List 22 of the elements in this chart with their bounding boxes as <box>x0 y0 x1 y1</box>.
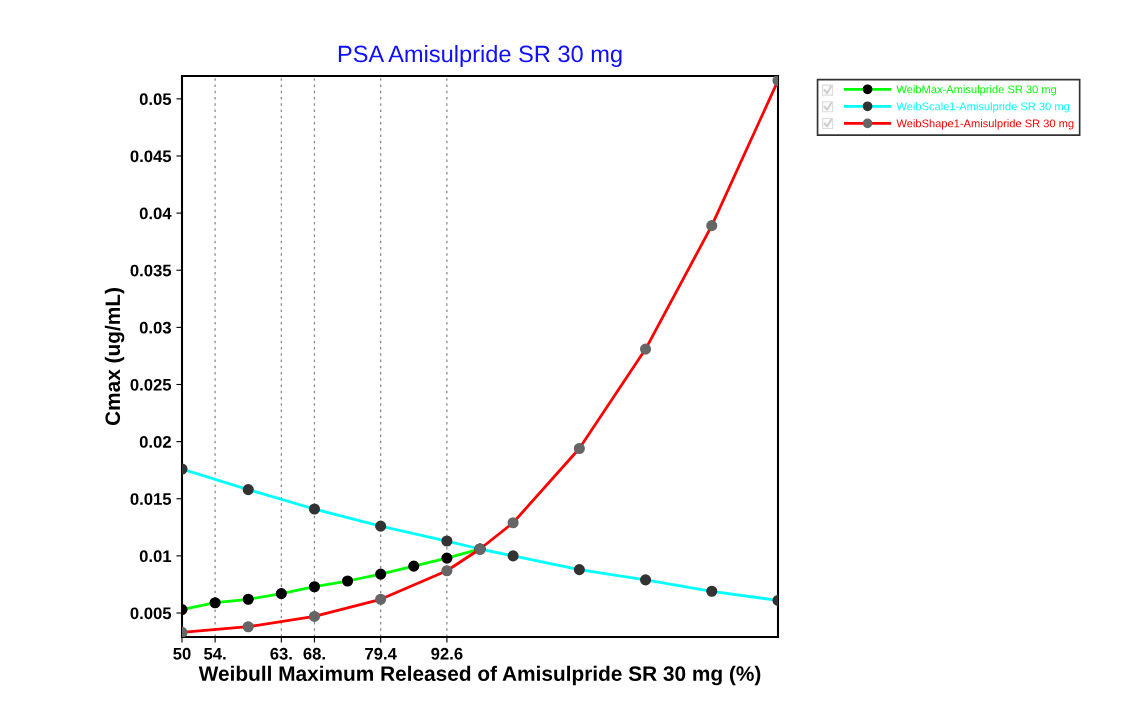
legend-label: WeibShape1-Amisulpride SR 30 mg <box>896 119 1074 130</box>
y-tick-label: 0.045 <box>130 150 172 163</box>
legend-label: WeibScale1-Amisulpride SR 30 mg <box>896 102 1070 113</box>
y-tick-label: 0.005 <box>130 607 172 620</box>
y-axis-title: Cmax (ug/mL) <box>104 288 125 426</box>
y-tick-label: 0.035 <box>130 264 172 277</box>
chart-title: PSA Amisulpride SR 30 mg <box>338 45 622 68</box>
y-tick-label: 0.05 <box>139 93 172 106</box>
y-tick-label: 0.025 <box>130 378 172 391</box>
x-tick-label: 63. <box>270 647 292 660</box>
legend-label: WeibMax-Amisulpride SR 30 mg <box>896 85 1057 96</box>
y-tick-label: 0.04 <box>139 207 172 220</box>
x-tick-label: 54. <box>204 648 226 660</box>
x-axis-title: Weibull Maximum Released of Amisulpride SR 30 mg (%) <box>198 665 761 686</box>
x-tick-label: 50 <box>173 647 191 660</box>
x-tick-label: 92.6 <box>431 647 463 660</box>
x-tick-label: 79.4 <box>365 647 397 660</box>
y-tick-label: 0.015 <box>130 493 172 505</box>
y-tick-label: 0.01 <box>139 550 172 563</box>
y-tick-label: 0.03 <box>139 321 171 334</box>
x-tick-label: 68. <box>303 647 325 660</box>
y-tick-label: 0.02 <box>139 436 171 448</box>
